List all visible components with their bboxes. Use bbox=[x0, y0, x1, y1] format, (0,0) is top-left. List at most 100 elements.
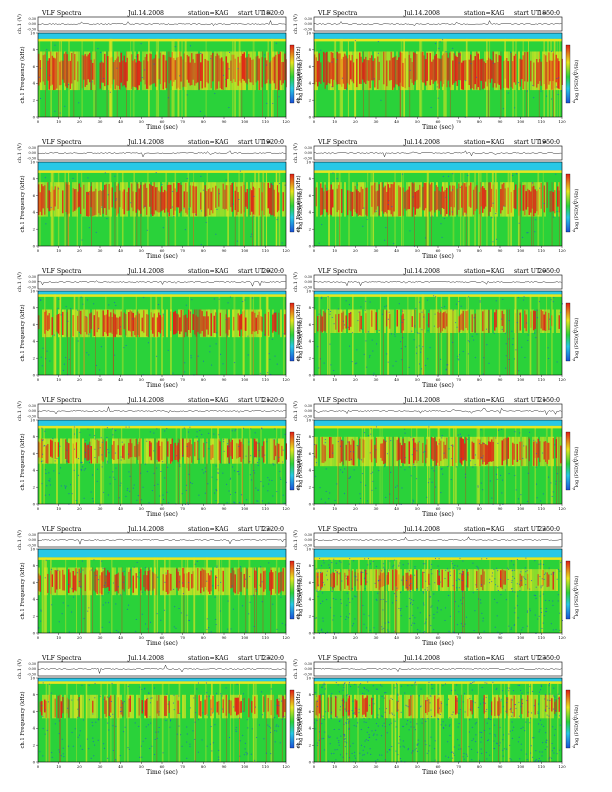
spectrogram-emission-column bbox=[416, 51, 418, 91]
spectrogram-peak-column bbox=[87, 191, 89, 217]
x-tick-label: 120 bbox=[282, 764, 290, 769]
spectrogram-spheric-strong bbox=[428, 569, 430, 633]
spectrogram-low-speckle bbox=[341, 439, 343, 441]
spectrogram-peak-column bbox=[318, 53, 320, 82]
spectrogram-emission-column bbox=[220, 182, 222, 217]
spectrogram-emission-column bbox=[264, 438, 266, 464]
spectrogram-low-speckle bbox=[444, 607, 446, 609]
spectrogram-peak-column bbox=[546, 61, 548, 89]
spectrogram-emission-column bbox=[446, 436, 448, 467]
spectrogram-emission-column bbox=[142, 51, 144, 91]
y-tick-label: 2 bbox=[309, 356, 312, 361]
spectrogram-peak-column bbox=[206, 311, 208, 330]
spectrogram-peak-column bbox=[135, 192, 137, 213]
y-tick-label: 2 bbox=[33, 743, 36, 748]
spectrogram-low-speckle bbox=[211, 364, 213, 366]
spectrogram-emission-column bbox=[64, 309, 66, 338]
spectrogram-emission-column bbox=[48, 438, 50, 464]
spectrogram-low-speckle bbox=[523, 299, 525, 301]
spectrogram-emission-column bbox=[480, 309, 482, 333]
spectrogram-emission-column bbox=[354, 182, 356, 217]
spectrogram-low-speckle bbox=[387, 629, 389, 631]
spectrogram-low-speckle bbox=[101, 595, 103, 597]
spectrogram-low-speckle bbox=[250, 428, 252, 430]
spectrogram-low-speckle bbox=[535, 453, 537, 455]
spectrogram-peak-column bbox=[74, 575, 76, 591]
spectrogram-low-speckle bbox=[75, 499, 77, 501]
waveform-trace bbox=[313, 280, 562, 287]
spectrogram-low-speckle bbox=[81, 466, 83, 468]
spectrogram-low-speckle bbox=[368, 435, 370, 437]
spectrogram-peak-column bbox=[392, 184, 394, 217]
spectrogram-peak-column bbox=[344, 572, 346, 589]
spectrogram-peak-column bbox=[543, 314, 545, 331]
spectrogram-low-speckle bbox=[93, 755, 95, 757]
spectrogram-low-speckle bbox=[44, 430, 46, 432]
spectrogram-peak-column bbox=[503, 314, 505, 333]
spectrogram-low-speckle bbox=[369, 563, 371, 565]
spectrogram-peak-column bbox=[143, 310, 145, 333]
spectrogram-low-speckle bbox=[513, 624, 515, 626]
spectrogram-low-speckle bbox=[461, 579, 463, 581]
x-tick-label: 10 bbox=[332, 635, 337, 640]
spectrogram-emission-column bbox=[498, 309, 500, 333]
spectrogram-low-speckle bbox=[561, 620, 563, 622]
spectrogram-low-speckle bbox=[230, 477, 232, 479]
spectrogram-low-speckle bbox=[179, 712, 181, 714]
spectrogram-emission-column bbox=[82, 309, 84, 338]
colorbar-tick-label: -2 bbox=[572, 459, 575, 463]
spectrogram-low-speckle bbox=[556, 361, 558, 363]
spectrogram-low-speckle bbox=[248, 441, 250, 443]
spectrogram-emission-column bbox=[38, 567, 40, 596]
spectrogram-low-speckle bbox=[501, 632, 503, 634]
x-tick-label: 60 bbox=[436, 377, 441, 382]
spectrogram-low-speckle bbox=[421, 368, 423, 370]
spectrogram-emission-column bbox=[444, 309, 446, 333]
spectrogram-low-speckle bbox=[410, 436, 412, 438]
spectrogram-peak-column bbox=[360, 571, 362, 586]
spectrogram-emission-column bbox=[470, 309, 472, 333]
spectrogram-spheric bbox=[68, 38, 70, 117]
x-tick-label: 40 bbox=[118, 764, 123, 769]
spectrogram-low-speckle bbox=[160, 470, 162, 472]
spectrogram-panel: VLF Spectra Jul.14.2008 station=KAG start U… bbox=[292, 10, 580, 131]
spectrogram-peak-column bbox=[186, 317, 188, 337]
spectrogram-low-speckle bbox=[525, 579, 527, 581]
spectrogram-peak-column bbox=[131, 54, 133, 90]
spectrogram-peak-column bbox=[186, 191, 188, 215]
spectrogram-peak-column bbox=[182, 59, 184, 88]
y-tick-label: 0 bbox=[33, 501, 36, 506]
spectrogram-low-speckle bbox=[378, 580, 380, 582]
spectrogram-spheric bbox=[337, 425, 339, 504]
spectrogram-low-speckle bbox=[462, 625, 464, 627]
spectrogram-low-speckle bbox=[400, 348, 402, 350]
x-tick-label: 100 bbox=[517, 119, 525, 124]
spectrogram-spheric bbox=[515, 38, 517, 117]
spectrogram-peak-column bbox=[194, 441, 196, 457]
spectrogram-peak-column bbox=[237, 192, 239, 212]
spectrogram-peak-column bbox=[195, 53, 197, 84]
spectrogram-low-speckle bbox=[66, 460, 68, 462]
y-tick-label: 0 bbox=[309, 372, 312, 377]
spectrogram-peak-column bbox=[480, 187, 482, 207]
spectrogram-spheric-strong bbox=[139, 438, 140, 504]
spectrogram-spheric bbox=[248, 557, 251, 633]
spectrogram-peak-column bbox=[78, 183, 80, 207]
y-axis-label: ch.1 Frequency (kHz) bbox=[19, 692, 26, 749]
spectrogram-low-speckle bbox=[341, 580, 343, 582]
spectrogram-low-speckle bbox=[527, 501, 529, 503]
spectrogram-low-speckle bbox=[383, 568, 385, 570]
spectrogram-low-speckle bbox=[489, 578, 491, 580]
spectrogram-peak-column bbox=[129, 439, 131, 458]
spectrogram-peak-column bbox=[98, 440, 100, 457]
spectrogram-spheric bbox=[427, 425, 429, 504]
spectrogram-low-speckle bbox=[458, 578, 460, 580]
spectrogram-low-speckle bbox=[317, 630, 319, 632]
spectrogram-emission-column bbox=[336, 694, 338, 719]
spectrogram-peak-column bbox=[261, 445, 263, 458]
spectrogram-peak-column bbox=[123, 575, 125, 592]
spectrogram-emission-column bbox=[68, 309, 70, 338]
spectrogram-peak-column bbox=[111, 444, 113, 459]
spectrogram-low-speckle bbox=[247, 354, 249, 356]
spectrogram-spheric bbox=[387, 294, 390, 375]
